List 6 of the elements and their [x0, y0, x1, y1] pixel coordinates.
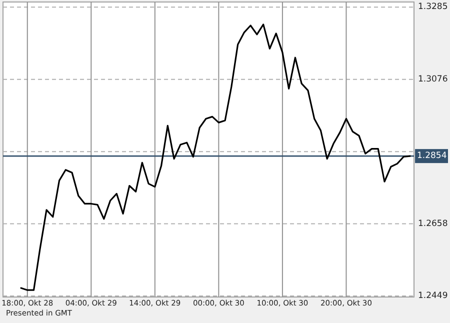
- y-tick-label: 1.2449: [418, 290, 448, 301]
- y-tick-label: 1.2658: [418, 218, 448, 229]
- y-tick-label: 1.3285: [418, 2, 448, 12]
- ref-line-label: 1.2854: [417, 151, 447, 162]
- y-tick-label: 1.3076: [418, 74, 448, 84]
- line-series: [20, 24, 411, 291]
